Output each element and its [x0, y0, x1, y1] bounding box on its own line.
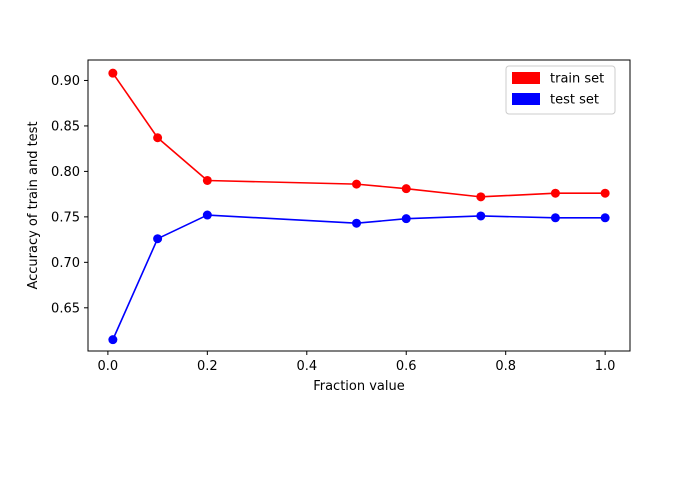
y-tick-label: 0.65 — [51, 301, 80, 316]
data-point — [153, 133, 163, 143]
x-axis-ticks: 0.0 0.2 0.4 0.6 0.8 1.0 — [98, 351, 616, 374]
data-point — [476, 211, 486, 221]
legend-label: test set — [550, 93, 599, 108]
data-point — [352, 179, 362, 189]
x-tick-label: 0.6 — [396, 359, 417, 374]
y-axis-ticks: 0.65 0.70 0.75 0.80 0.85 0.90 — [51, 74, 88, 316]
x-tick-label: 0.2 — [197, 359, 218, 374]
x-tick-label: 0.8 — [495, 359, 516, 374]
data-point — [108, 68, 118, 78]
x-tick-label: 0.4 — [296, 359, 317, 374]
axes-frame — [87, 59, 631, 352]
y-tick-label: 0.70 — [51, 256, 80, 271]
data-point — [202, 210, 212, 220]
data-point — [352, 218, 362, 228]
y-axis-label: Accuracy of train and test — [26, 121, 41, 289]
legend-label: train set — [550, 72, 604, 87]
data-point — [108, 335, 118, 345]
data-point — [401, 214, 411, 224]
plot-area — [87, 59, 631, 352]
data-point — [476, 192, 486, 202]
series-test-set — [108, 210, 610, 345]
x-axis-label: Fraction value — [313, 379, 405, 394]
y-tick-label: 0.90 — [51, 74, 80, 89]
y-tick-label: 0.80 — [51, 165, 80, 180]
data-point — [550, 188, 560, 198]
series-line — [112, 72, 606, 198]
data-point — [202, 175, 212, 185]
data-point — [153, 234, 163, 244]
series-train-set — [108, 68, 610, 202]
data-point — [600, 188, 610, 198]
series-layer — [108, 68, 610, 345]
y-tick-label: 0.75 — [51, 210, 80, 225]
series-line — [112, 214, 606, 340]
data-point — [600, 213, 610, 223]
y-tick-label: 0.85 — [51, 119, 80, 134]
data-point — [550, 213, 560, 223]
data-point — [401, 184, 411, 194]
legend-swatch — [512, 93, 540, 105]
x-tick-label: 1.0 — [595, 359, 616, 374]
legend-swatch — [512, 72, 540, 84]
legend: train set test set — [505, 65, 616, 115]
x-tick-label: 0.0 — [98, 359, 119, 374]
